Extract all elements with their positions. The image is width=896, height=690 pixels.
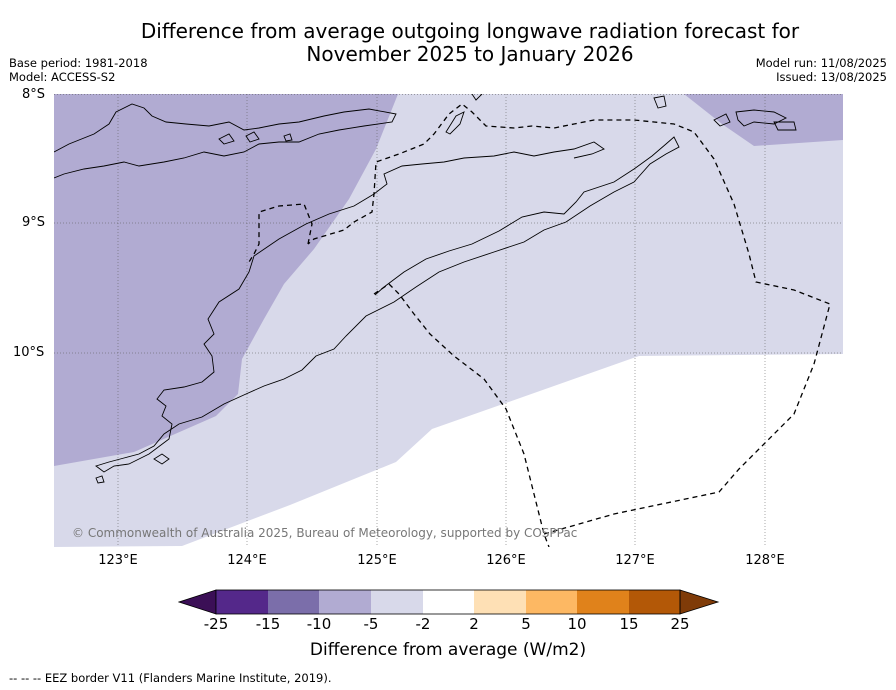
map-plot: [54, 94, 843, 547]
small-island-3: [283, 133, 293, 142]
gridlines: [54, 94, 843, 547]
meta-right: Model run: 11/08/2025 Issued: 13/08/2025: [756, 56, 887, 84]
north-island-coastline: [54, 103, 397, 179]
small-island-5: [95, 475, 105, 484]
model-run: Model run: 11/08/2025: [755, 56, 887, 70]
small-island-7: [471, 94, 483, 101]
ne-island-coastline: [735, 109, 788, 127]
ne-island-3: [773, 121, 797, 131]
colorbar-bin-3: [319, 590, 371, 614]
colorbar-bin-8: [577, 590, 629, 614]
anomaly-band-dark-east: [684, 94, 843, 146]
cb-tick-2: -10: [306, 615, 332, 633]
coastlines: [54, 94, 797, 484]
timor-coastline: [95, 136, 680, 473]
base-period: Base period: 1981-2018: [9, 56, 148, 70]
lon-label-125e: 125°E: [357, 553, 397, 568]
cb-tick-3: -5: [363, 615, 379, 633]
chart-title: Difference from average outgoing longwav…: [0, 20, 896, 66]
lon-label-127e: 127°E: [615, 553, 655, 568]
colorbar-bin-2: [268, 590, 319, 614]
small-island-1: [218, 133, 235, 145]
colorbar-bin-7: [526, 590, 577, 614]
issued-date: Issued: 13/08/2025: [776, 70, 887, 84]
colorbar-extend-low: [178, 589, 217, 615]
lon-label-128e: 128°E: [745, 553, 785, 568]
lon-label-124e: 124°E: [227, 553, 267, 568]
cb-tick-5: 2: [469, 615, 479, 633]
cb-tick-0: -25: [203, 615, 229, 633]
colorbar-bin-1: [216, 590, 268, 614]
model-name: Model: ACCESS-S2: [9, 70, 116, 84]
cb-tick-7: 10: [567, 615, 587, 633]
cb-tick-8: 15: [619, 615, 639, 633]
colorbar-bin-9: [629, 590, 680, 614]
cb-tick-9: 25: [670, 615, 690, 633]
colorbar: [178, 589, 720, 615]
copyright-notice: © Commonwealth of Australia 2025, Bureau…: [72, 526, 578, 540]
title-line-2: November 2025 to January 2026: [306, 42, 634, 66]
title-line-1: Difference from average outgoing longwav…: [140, 19, 800, 43]
colorbar-bin-4: [371, 590, 423, 614]
lat-label-8s: 8°S: [22, 87, 46, 102]
small-island-4: [153, 453, 170, 465]
colorbar-bin-6: [474, 590, 526, 614]
cb-tick-6: 5: [521, 615, 531, 633]
atauro-coastline: [445, 111, 465, 135]
small-island-6: [653, 95, 667, 109]
ne-island-2: [713, 113, 731, 127]
colorbar-extend-high: [679, 589, 720, 615]
eez-border: [248, 103, 831, 547]
colorbar-bin-5: [423, 590, 474, 614]
anomaly-band-dark-west: [54, 94, 398, 466]
eez-legend-note: -- -- -- EEZ border V11 (Flanders Marine…: [9, 671, 332, 685]
cb-tick-1: -15: [255, 615, 281, 633]
lon-label-126e: 126°E: [486, 553, 526, 568]
colorbar-label: Difference from average (W/m2): [309, 640, 587, 660]
lat-label-9s: 9°S: [22, 215, 46, 230]
cb-tick-4: -2: [415, 615, 431, 633]
lat-label-10s: 10°S: [13, 345, 45, 360]
meta-left: Base period: 1981-2018 Model: ACCESS-S2: [9, 56, 148, 84]
small-island-2: [245, 131, 260, 143]
lon-label-123e: 123°E: [98, 553, 138, 568]
